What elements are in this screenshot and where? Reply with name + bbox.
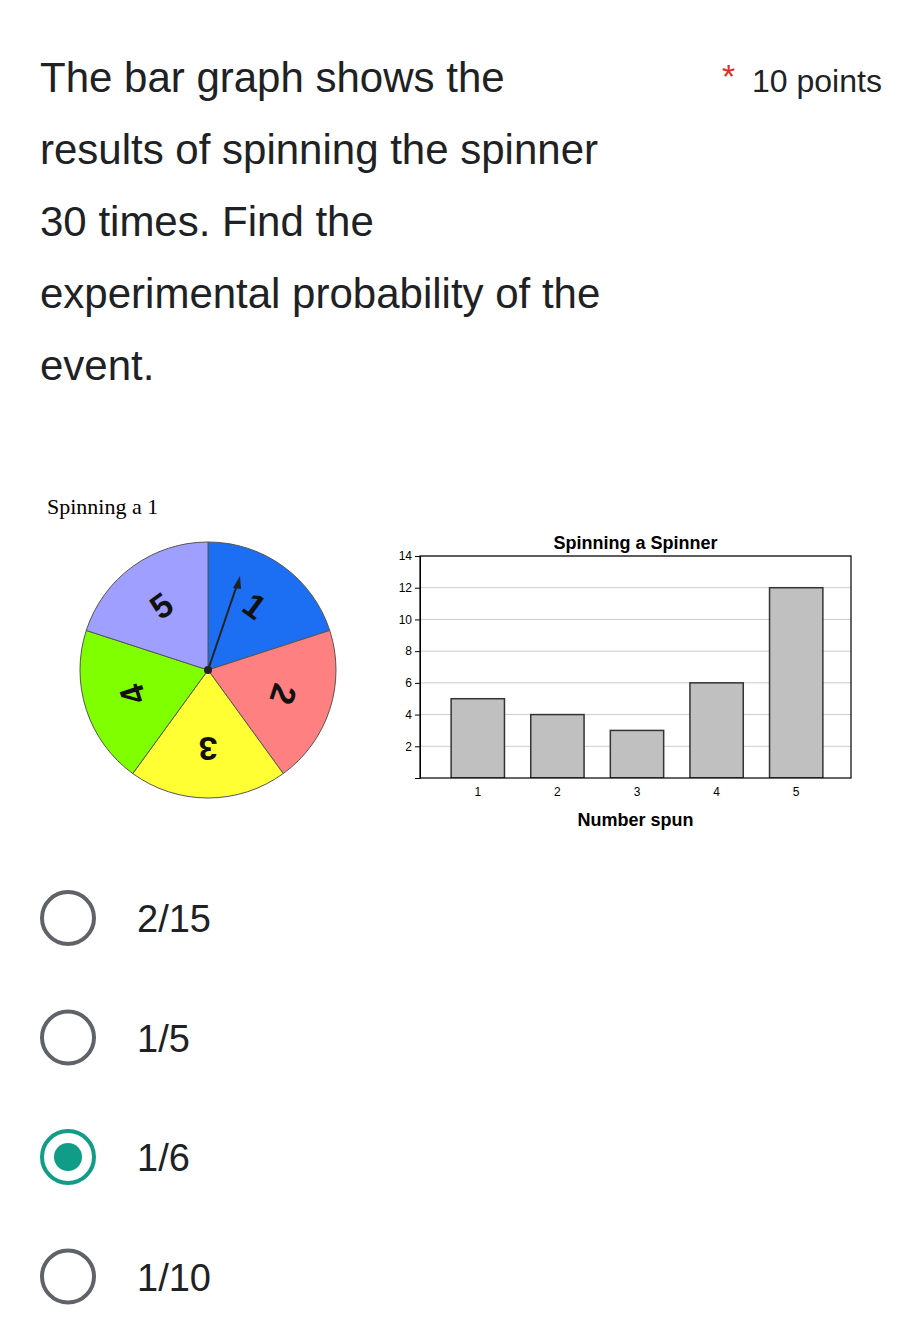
points: 10 points <box>752 63 882 99</box>
required-mark: * <box>722 57 735 95</box>
y-tick: 8 <box>405 644 420 658</box>
background <box>0 0 898 1338</box>
x-axis: 1 2 3 4 5 <box>474 778 799 799</box>
question-line: The bar graph shows the <box>40 54 505 101</box>
spinner-sector <box>86 542 208 670</box>
chart-title: Spinning a Spinner <box>553 533 717 553</box>
y-tick-mark <box>415 588 420 589</box>
x-tick: 3 <box>634 778 641 799</box>
option-label[interactable]: 2/15 <box>137 898 211 940</box>
bar <box>531 715 584 778</box>
option[interactable]: 1/6 <box>42 1131 190 1183</box>
y-tick-label: 14 <box>399 549 413 563</box>
y-tick: 12 <box>399 581 420 595</box>
y-axis: 2 4 6 8 10 12 14 <box>399 549 421 778</box>
y-tick: 4 <box>405 708 420 722</box>
y-tick: 14 <box>399 549 420 563</box>
x-tick-label: 5 <box>793 785 800 799</box>
radio-button[interactable] <box>42 1131 94 1183</box>
question-line: experimental probability of the <box>40 270 600 317</box>
question-line: event. <box>40 342 154 389</box>
radio-button[interactable] <box>42 1251 94 1303</box>
plot-frame <box>420 556 851 778</box>
y-tick-mark <box>415 746 420 747</box>
y-tick-label: 12 <box>399 581 413 595</box>
x-tick: 2 <box>554 778 561 799</box>
radio-button[interactable] <box>42 892 94 944</box>
y-tick-label: 4 <box>405 708 412 722</box>
x-tick: 4 <box>713 778 720 799</box>
option[interactable]: 2/15 <box>42 892 211 944</box>
option-label[interactable]: 1/10 <box>137 1257 211 1299</box>
y-tick: 2 <box>405 740 420 754</box>
question-line: 30 times. Find the <box>40 198 374 245</box>
spinner-label: 2 <box>262 680 304 710</box>
spinner-pivot <box>204 666 212 674</box>
option-label[interactable]: 1/5 <box>137 1018 190 1060</box>
y-tick-mark <box>415 619 420 620</box>
spinner-label: 4 <box>112 680 154 710</box>
bars <box>451 588 823 778</box>
bar <box>610 730 663 778</box>
y-tick-mark <box>415 715 420 716</box>
spinner-arrow <box>208 582 238 670</box>
spinner-label: 3 <box>199 730 218 768</box>
spinner: 1 2 3 4 5 <box>80 542 336 798</box>
option[interactable]: 1/10 <box>42 1251 211 1303</box>
x-tick: 5 <box>793 778 800 799</box>
x-tick-label: 2 <box>554 785 561 799</box>
bar <box>690 683 743 778</box>
y-tick-mark <box>415 556 420 557</box>
radio-button[interactable] <box>42 1012 94 1064</box>
spinner-label: 1 <box>236 585 274 627</box>
question-line: results of spinning the spinner <box>40 126 598 173</box>
bar <box>451 699 504 778</box>
x-tick-label: 3 <box>634 785 641 799</box>
x-axis-title: Number spun <box>577 810 693 830</box>
option[interactable]: 1/5 <box>42 1012 190 1064</box>
x-tick-label: 1 <box>474 785 481 799</box>
y-tick: 6 <box>405 676 420 690</box>
y-tick-label: 8 <box>405 644 412 658</box>
y-tick-label: 6 <box>405 676 412 690</box>
bar <box>770 588 823 778</box>
y-tick-mark <box>415 683 420 684</box>
y-tick: 10 <box>399 613 420 627</box>
y-tick-label: 2 <box>405 740 412 754</box>
radio-dot <box>54 1143 82 1171</box>
spinner-title: Spinning a 1 <box>47 494 158 519</box>
option-label[interactable]: 1/6 <box>137 1137 190 1179</box>
page: The bar graph shows the results of spinni… <box>0 0 898 1338</box>
spinner-arrowhead <box>233 576 241 589</box>
y-tick-mark <box>415 651 420 652</box>
y-tick-label: 10 <box>399 613 413 627</box>
spinner-label: 5 <box>143 585 181 627</box>
x-tick-label: 4 <box>713 785 720 799</box>
bar-chart: Spinning a Spinner246810121412345Number … <box>399 533 851 830</box>
x-tick: 1 <box>474 778 481 799</box>
